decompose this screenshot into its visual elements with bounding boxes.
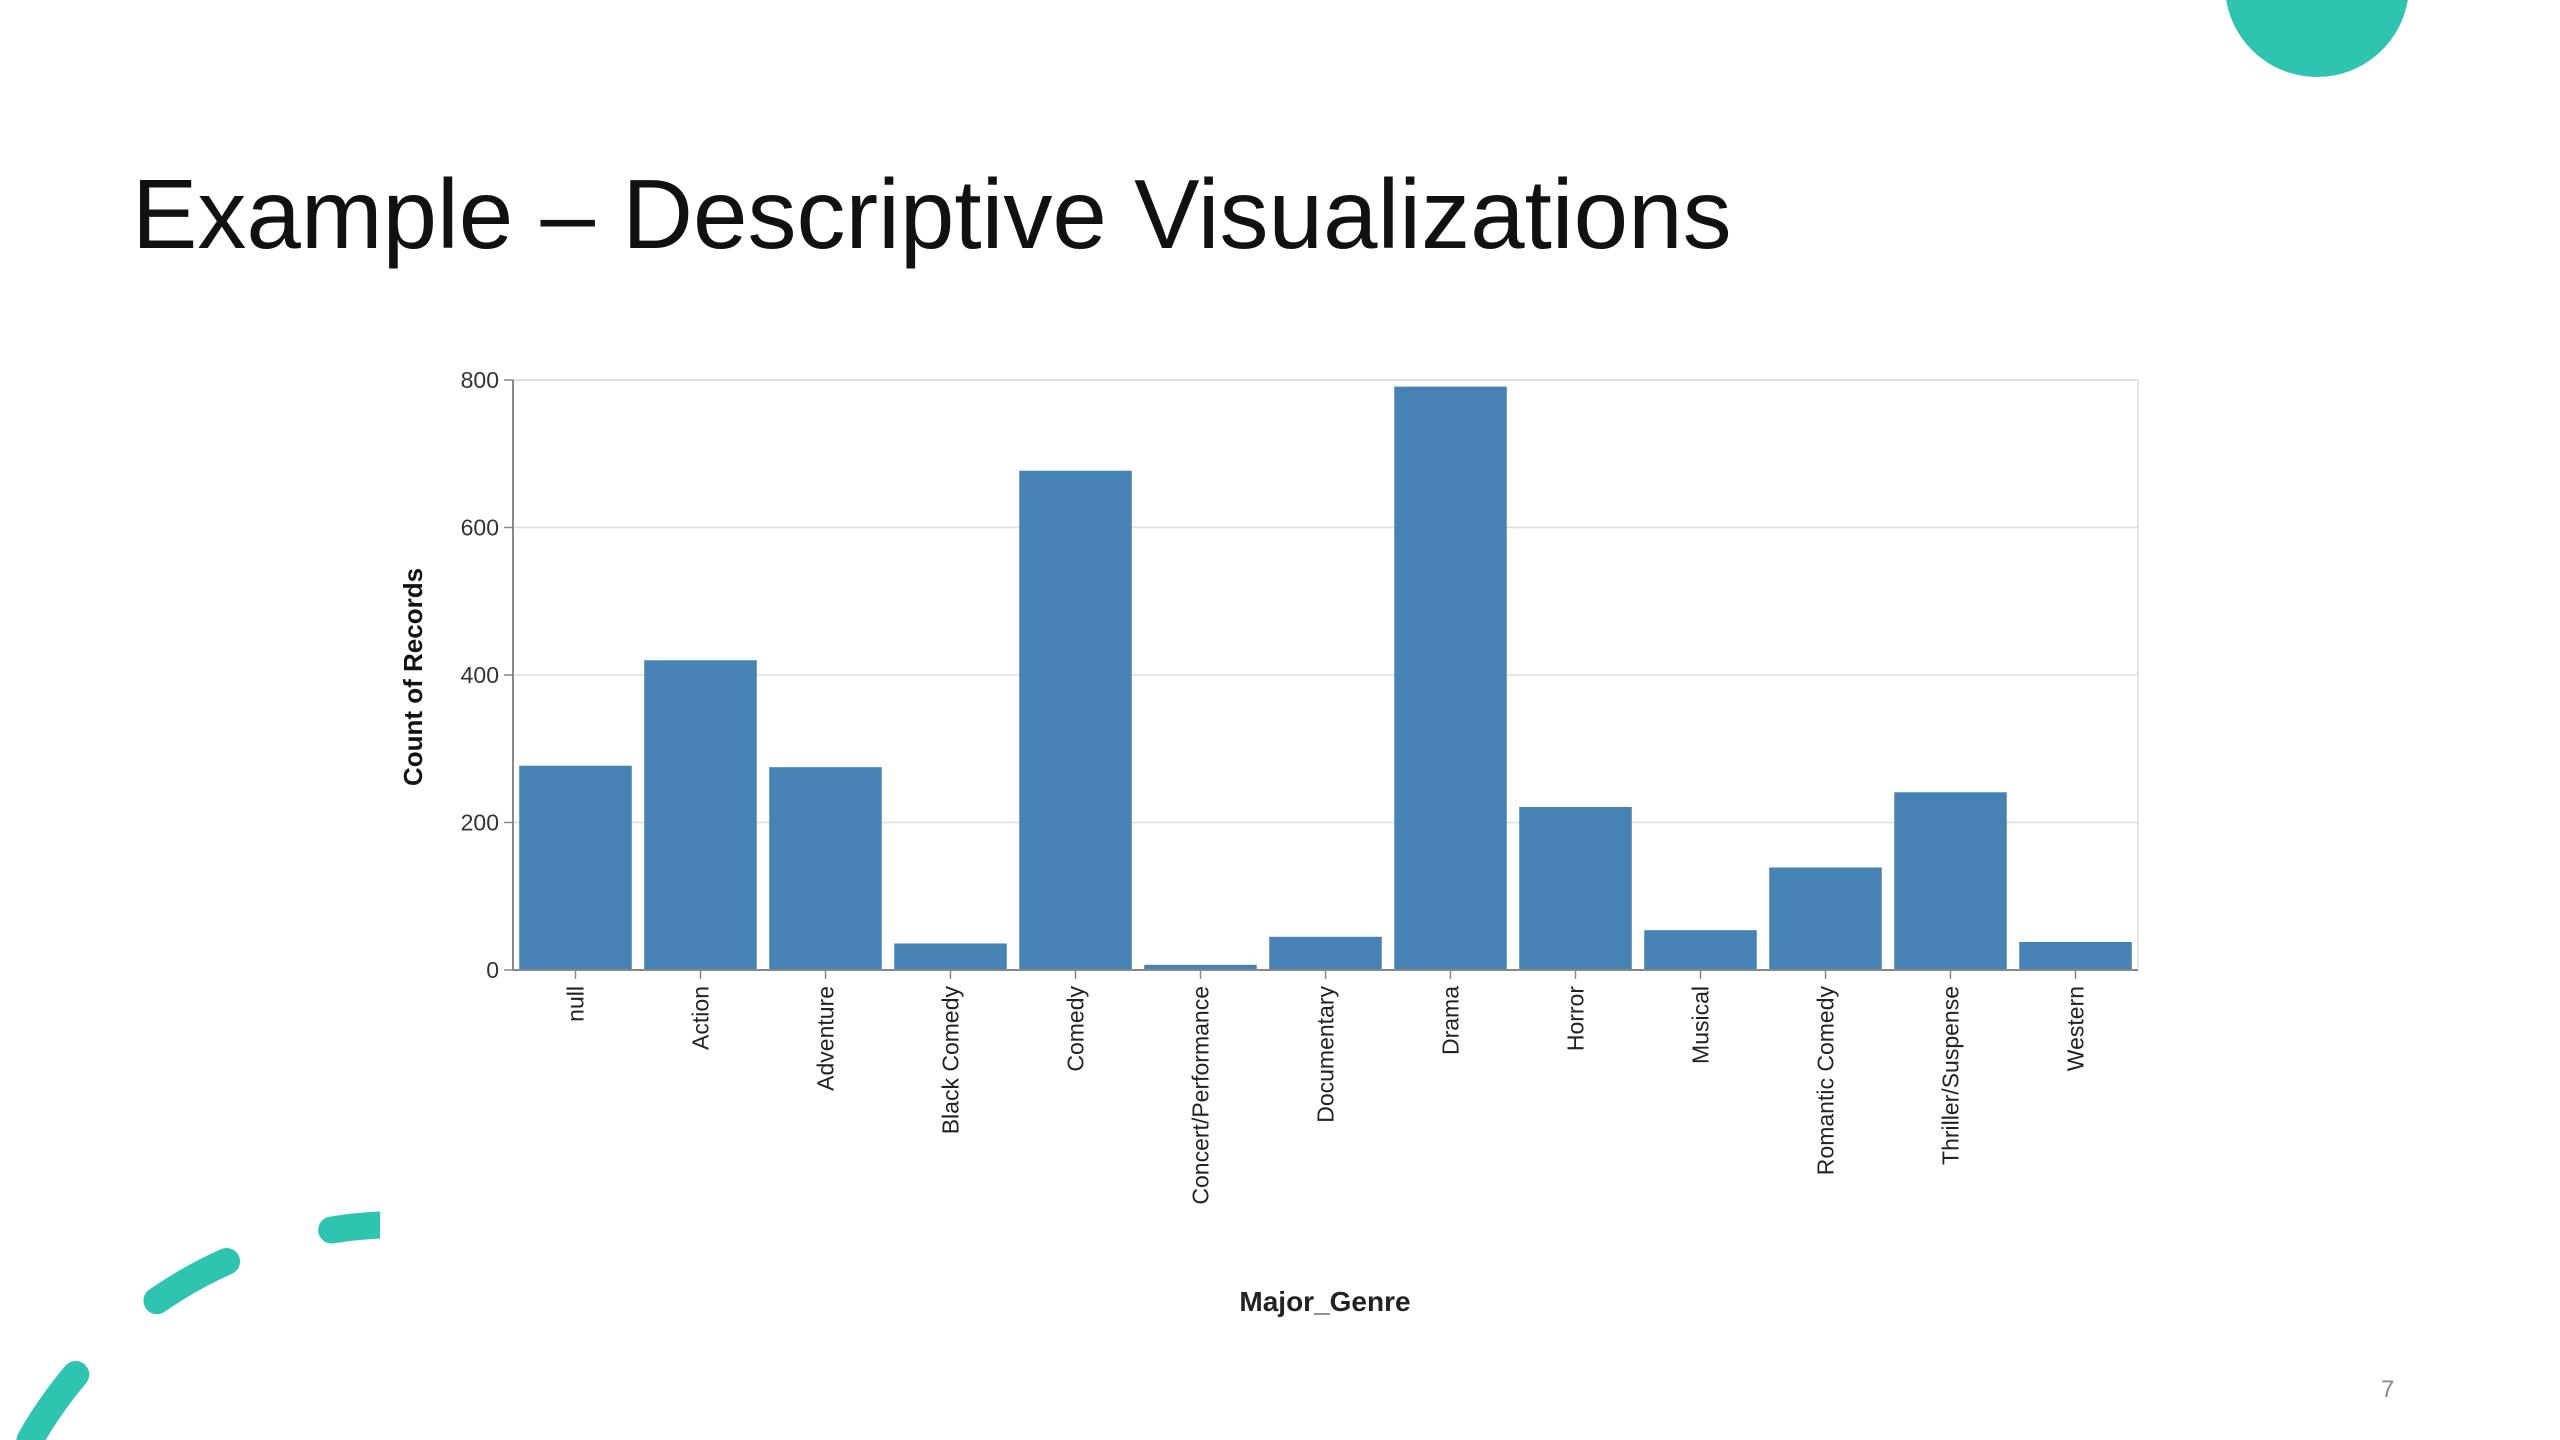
x-tick-label: Horror [1563, 986, 1589, 1052]
page-number: 7 [2381, 1376, 2394, 1403]
bar [1144, 964, 1257, 970]
bar [769, 767, 882, 970]
decor-mask [380, 1180, 440, 1280]
x-tick-label: Musical [1688, 986, 1714, 1064]
slide-title: Example – Descriptive Visualizations [132, 159, 1732, 269]
x-tick-label: Concert/Performance [1188, 986, 1214, 1205]
bar [1394, 386, 1507, 970]
x-tick-label: null [563, 986, 589, 1022]
bar [1269, 936, 1382, 970]
y-tick-label: 600 [461, 515, 499, 541]
y-tick-label: 400 [461, 662, 499, 688]
decor-circle [2226, 0, 2408, 77]
x-tick-label: Romantic Comedy [1813, 986, 1839, 1176]
decor-arc [16, 1211, 394, 1440]
bar [644, 660, 757, 970]
y-tick-label: 200 [461, 810, 499, 836]
bar [1019, 470, 1132, 970]
bar [1894, 792, 2007, 970]
bar [2019, 941, 2132, 970]
y-tick-label: 800 [461, 367, 499, 393]
bar [894, 943, 1007, 970]
bar [1769, 867, 1882, 970]
bar [519, 765, 632, 970]
y-tick-label: 0 [486, 957, 499, 983]
bar [1644, 930, 1757, 970]
x-tick-label: Documentary [1313, 986, 1339, 1123]
x-tick-label: Thriller/Suspense [1938, 986, 1964, 1165]
x-tick-label: Black Comedy [938, 986, 964, 1135]
y-axis-title: Count of Records [398, 568, 428, 786]
x-axis-title: Major_Genre [1239, 1286, 1410, 1317]
x-tick-label: Drama [1438, 986, 1464, 1055]
x-tick-label: Adventure [813, 986, 839, 1091]
x-tick-label: Western [2063, 986, 2089, 1071]
x-tick-label: Comedy [1063, 986, 1089, 1072]
bar [1519, 807, 1632, 970]
x-tick-label: Action [688, 986, 714, 1050]
